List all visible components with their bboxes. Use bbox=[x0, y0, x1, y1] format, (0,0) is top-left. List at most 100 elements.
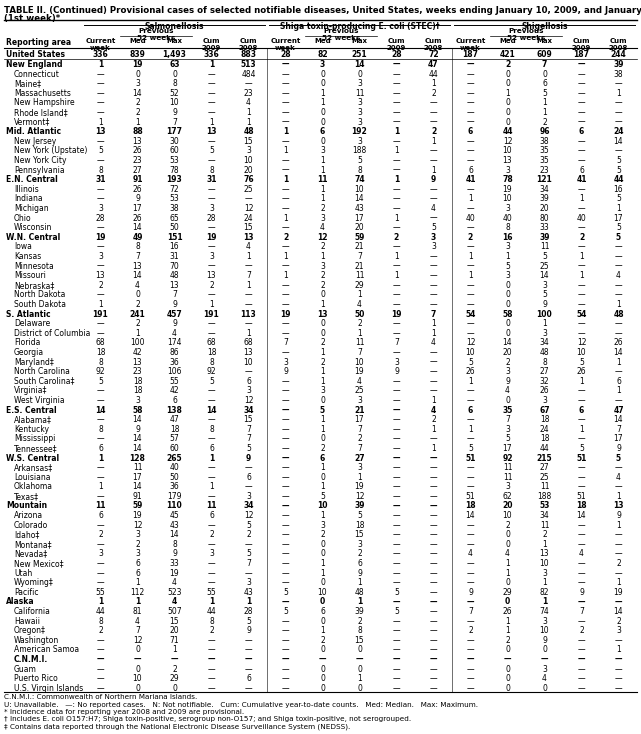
Text: 10: 10 bbox=[503, 195, 512, 203]
Text: 2: 2 bbox=[320, 281, 325, 290]
Text: 60: 60 bbox=[170, 146, 179, 156]
Text: 40: 40 bbox=[170, 463, 179, 472]
Text: 47: 47 bbox=[170, 415, 179, 424]
Text: 179: 179 bbox=[167, 492, 182, 501]
Text: Maine‡: Maine‡ bbox=[14, 79, 41, 88]
Text: —: — bbox=[578, 569, 585, 578]
Text: 50: 50 bbox=[354, 310, 365, 319]
Text: —: — bbox=[208, 540, 215, 549]
Text: —: — bbox=[467, 242, 474, 251]
Text: 3: 3 bbox=[357, 463, 362, 472]
Text: 336: 336 bbox=[93, 51, 108, 59]
Text: 40: 40 bbox=[465, 214, 476, 222]
Text: —: — bbox=[578, 70, 585, 79]
Text: Vermont‡: Vermont‡ bbox=[14, 117, 50, 127]
Text: 1: 1 bbox=[431, 329, 436, 338]
Text: Wisconsin: Wisconsin bbox=[14, 223, 53, 232]
Text: South Carolina‡: South Carolina‡ bbox=[14, 377, 74, 386]
Text: 51: 51 bbox=[577, 492, 587, 501]
Text: 1: 1 bbox=[431, 166, 436, 175]
Text: 17: 17 bbox=[133, 204, 142, 213]
Text: 1: 1 bbox=[98, 117, 103, 127]
Text: 36: 36 bbox=[170, 357, 179, 366]
Text: 1: 1 bbox=[505, 252, 510, 261]
Text: 2: 2 bbox=[320, 444, 325, 453]
Text: 13: 13 bbox=[243, 233, 254, 241]
Text: Virginia‡: Virginia‡ bbox=[14, 386, 47, 396]
Text: 3: 3 bbox=[505, 367, 510, 376]
Text: 6: 6 bbox=[98, 444, 103, 453]
Text: E.S. Central: E.S. Central bbox=[6, 405, 56, 415]
Text: 2: 2 bbox=[283, 233, 288, 241]
Text: 3: 3 bbox=[505, 166, 510, 175]
Text: 7: 7 bbox=[135, 252, 140, 261]
Text: —: — bbox=[393, 242, 401, 251]
Text: 9: 9 bbox=[172, 108, 177, 117]
Text: 76: 76 bbox=[243, 175, 254, 184]
Text: 13: 13 bbox=[317, 310, 328, 319]
Text: 3: 3 bbox=[357, 79, 362, 88]
Text: —: — bbox=[467, 540, 474, 549]
Text: 29: 29 bbox=[354, 281, 364, 290]
Text: 8: 8 bbox=[98, 166, 103, 175]
Text: —: — bbox=[578, 675, 585, 683]
Text: 0: 0 bbox=[320, 617, 325, 625]
Text: 1: 1 bbox=[468, 377, 473, 386]
Text: 1: 1 bbox=[394, 214, 399, 222]
Text: Tennessee‡: Tennessee‡ bbox=[14, 444, 58, 453]
Text: —: — bbox=[208, 492, 215, 501]
Text: 4: 4 bbox=[357, 377, 362, 386]
Text: —: — bbox=[429, 626, 437, 635]
Text: District of Columbia: District of Columbia bbox=[14, 329, 90, 338]
Text: —: — bbox=[467, 204, 474, 213]
Text: 7: 7 bbox=[616, 425, 621, 434]
Text: —: — bbox=[615, 291, 622, 299]
Text: 11: 11 bbox=[540, 520, 549, 530]
Text: 2: 2 bbox=[468, 233, 473, 241]
Text: 50: 50 bbox=[170, 473, 179, 482]
Text: 3: 3 bbox=[209, 252, 214, 261]
Text: 54: 54 bbox=[465, 310, 476, 319]
Text: —: — bbox=[393, 645, 401, 655]
Text: 3: 3 bbox=[505, 271, 510, 280]
Text: —: — bbox=[208, 636, 215, 645]
Text: 5: 5 bbox=[579, 357, 584, 366]
Text: 3: 3 bbox=[357, 98, 362, 107]
Text: 9: 9 bbox=[431, 175, 436, 184]
Text: 3: 3 bbox=[283, 357, 288, 366]
Text: —: — bbox=[97, 396, 104, 405]
Text: 41: 41 bbox=[576, 175, 587, 184]
Text: —: — bbox=[467, 70, 474, 79]
Text: 54: 54 bbox=[576, 310, 587, 319]
Text: —: — bbox=[393, 684, 401, 693]
Text: 0: 0 bbox=[542, 645, 547, 655]
Text: 2: 2 bbox=[320, 338, 325, 347]
Text: 12: 12 bbox=[244, 204, 253, 213]
Text: 53: 53 bbox=[170, 195, 179, 203]
Text: —: — bbox=[281, 626, 289, 635]
Text: 8: 8 bbox=[98, 617, 103, 625]
Text: —: — bbox=[429, 530, 437, 539]
Text: 11: 11 bbox=[540, 482, 549, 491]
Text: 7: 7 bbox=[172, 291, 177, 299]
Text: 0: 0 bbox=[542, 684, 547, 693]
Text: 1: 1 bbox=[320, 626, 325, 635]
Text: North Carolina: North Carolina bbox=[14, 367, 70, 376]
Text: 1: 1 bbox=[320, 98, 325, 107]
Text: Massachusetts: Massachusetts bbox=[14, 89, 71, 98]
Text: —: — bbox=[281, 482, 289, 491]
Text: —: — bbox=[467, 645, 474, 655]
Text: —: — bbox=[97, 89, 104, 98]
Text: 112: 112 bbox=[130, 588, 145, 597]
Text: 3: 3 bbox=[616, 626, 621, 635]
Text: Maryland‡: Maryland‡ bbox=[14, 357, 54, 366]
Text: —: — bbox=[97, 386, 104, 396]
Text: —: — bbox=[245, 291, 253, 299]
Text: —: — bbox=[393, 319, 401, 328]
Text: —: — bbox=[208, 195, 215, 203]
Text: —: — bbox=[208, 655, 215, 664]
Text: —: — bbox=[281, 550, 289, 559]
Text: 1: 1 bbox=[98, 597, 103, 606]
Text: —: — bbox=[578, 540, 585, 549]
Text: 5: 5 bbox=[209, 146, 214, 156]
